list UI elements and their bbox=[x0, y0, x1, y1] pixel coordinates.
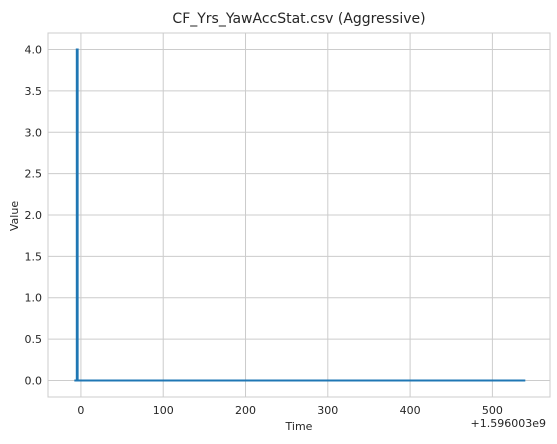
x-axis-offset-label: +1.596003e9 bbox=[471, 417, 546, 430]
x-tick-label: 500 bbox=[482, 404, 503, 417]
y-tick-labels: 0.0 0.5 1.0 1.5 2.0 2.5 3.0 3.5 4.0 bbox=[25, 44, 43, 388]
y-tick-label: 1.0 bbox=[25, 292, 43, 305]
grid bbox=[48, 33, 550, 397]
x-tick-label: 400 bbox=[400, 404, 421, 417]
x-tick-label: 0 bbox=[77, 404, 84, 417]
y-tick-label: 3.0 bbox=[25, 126, 43, 139]
y-tick-label: 2.0 bbox=[25, 209, 43, 222]
plot-frame bbox=[47, 32, 551, 398]
y-axis-label: Value bbox=[8, 201, 21, 231]
x-tick-labels: 0 100 200 300 400 500 bbox=[77, 404, 502, 417]
y-tick-label: 0.0 bbox=[25, 374, 43, 387]
x-tick-label: 300 bbox=[317, 404, 338, 417]
y-tick-label: 1.5 bbox=[25, 250, 43, 263]
y-tick-label: 2.5 bbox=[25, 168, 43, 181]
chart-title: CF_Yrs_YawAccStat.csv (Aggressive) bbox=[172, 11, 425, 27]
x-tick-label: 100 bbox=[153, 404, 174, 417]
y-tick-label: 3.5 bbox=[25, 85, 43, 98]
x-tick-label: 200 bbox=[235, 404, 256, 417]
x-axis-label: Time bbox=[285, 420, 313, 433]
series-group bbox=[74, 48, 526, 382]
y-tick-label: 0.5 bbox=[25, 333, 43, 346]
series-line bbox=[74, 48, 526, 382]
y-tick-label: 4.0 bbox=[25, 44, 43, 57]
